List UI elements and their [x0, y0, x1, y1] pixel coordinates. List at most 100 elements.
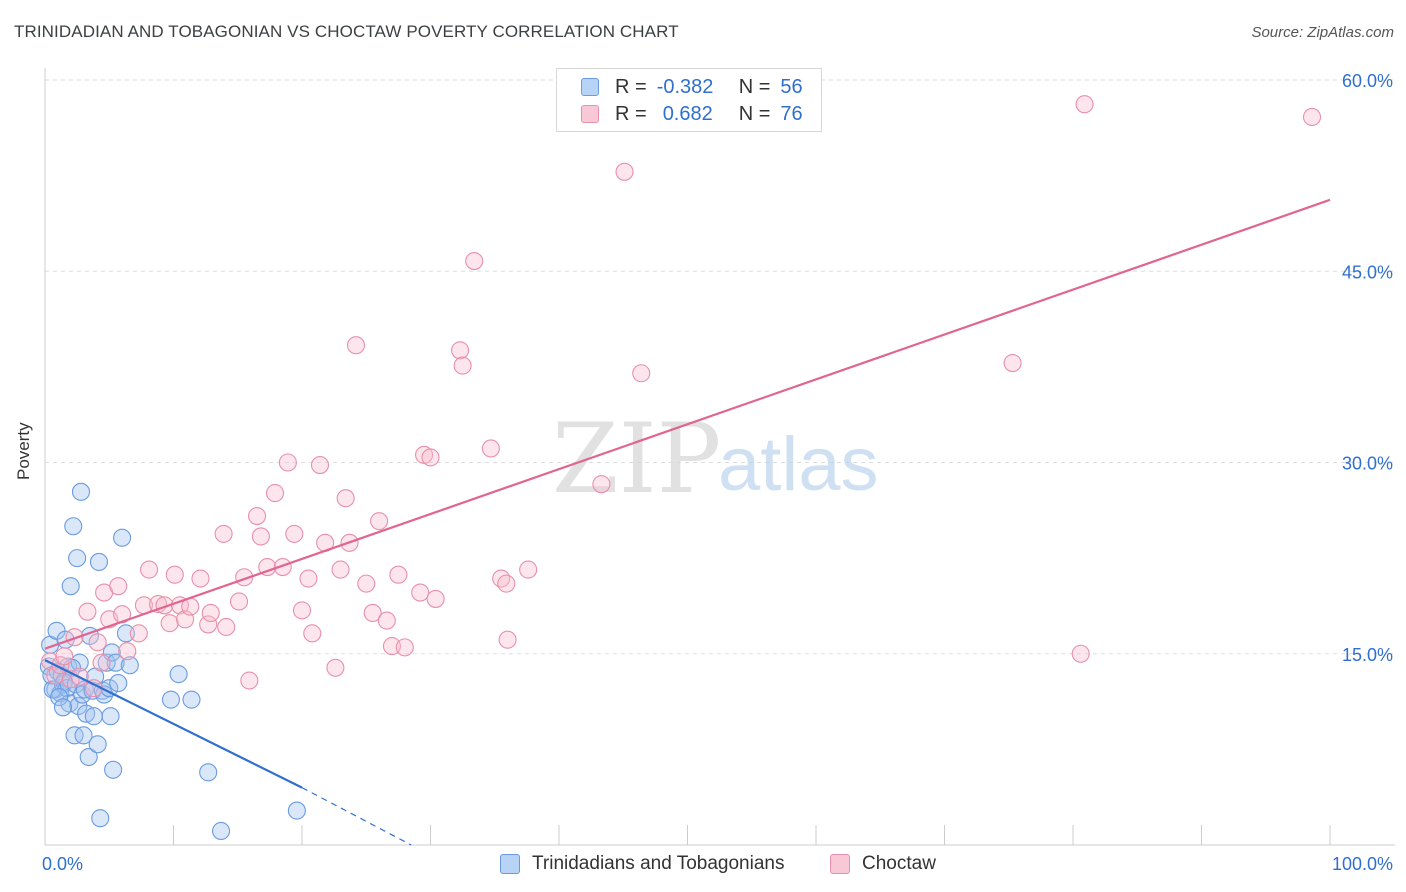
- blue-point: [113, 528, 132, 547]
- pink-point: [251, 527, 270, 546]
- blue-point: [89, 552, 109, 572]
- pink-points: [41, 95, 1322, 698]
- pink-point: [46, 666, 65, 685]
- pink-point: [363, 603, 382, 623]
- y-tick-label: 45.0%: [1342, 262, 1393, 282]
- pink-point: [118, 642, 137, 661]
- watermark-zip: ZIP: [552, 403, 721, 515]
- pink-point: [109, 577, 128, 596]
- pink-point: [199, 615, 218, 634]
- legend-n-value: 56: [780, 75, 803, 98]
- pink-point: [292, 601, 312, 620]
- pink-point: [201, 603, 220, 623]
- pink-point: [492, 569, 511, 588]
- blue-point: [101, 707, 120, 726]
- y-tick-label: 15.0%: [1342, 645, 1393, 665]
- pink-point: [247, 506, 267, 526]
- legend-n-label: N =: [738, 102, 771, 125]
- blue-point: [116, 624, 136, 643]
- y-tick-label: 60.0%: [1342, 71, 1393, 91]
- blue-point: [109, 674, 128, 693]
- legend-n-value: 76: [780, 102, 803, 125]
- blue-point: [211, 821, 231, 841]
- pink-point: [382, 637, 402, 656]
- blue-point: [50, 688, 69, 707]
- watermark: ZIP atlas: [552, 403, 879, 515]
- pink-point: [1003, 353, 1022, 373]
- pink-point: [411, 583, 430, 602]
- legend-swatch-blue: [581, 78, 599, 96]
- pink-point: [421, 448, 440, 467]
- bottom-legend-item-blue: Trinidadians and Tobagonians: [500, 852, 784, 876]
- pink-point: [191, 569, 210, 588]
- pink-point: [214, 524, 233, 543]
- blue-point: [61, 577, 80, 596]
- pink-point: [1302, 107, 1322, 127]
- legend-r-label: R =: [615, 102, 647, 125]
- blue-point: [161, 690, 180, 709]
- pink-point: [481, 439, 500, 458]
- pink-point: [519, 560, 538, 579]
- legend-row-blue: R = -0.382 N = 56: [581, 75, 803, 99]
- pink-point: [217, 617, 236, 637]
- legend-r-value: -0.382: [656, 75, 714, 98]
- pink-point: [1071, 644, 1090, 663]
- x-tick-label: 100.0%: [1332, 854, 1393, 874]
- bottom-legend-item-pink: Choctaw: [830, 852, 936, 876]
- pink-point: [346, 336, 366, 355]
- axes: [44, 68, 1395, 846]
- pink-point: [395, 638, 414, 657]
- pink-point: [303, 624, 322, 643]
- pink-point: [453, 356, 472, 375]
- pink-point: [1075, 95, 1094, 114]
- blue-point: [84, 707, 103, 726]
- grid-lines: [45, 79, 1395, 655]
- pink-point: [299, 569, 318, 588]
- pink-point: [497, 574, 516, 593]
- bottom-legend-swatch-blue: [500, 854, 520, 874]
- y-axis-label: Poverty: [14, 422, 33, 480]
- legend-n-label: N =: [738, 75, 771, 98]
- blue-point: [71, 482, 91, 501]
- pink-point: [160, 614, 179, 633]
- pink-point: [78, 602, 97, 621]
- bottom-legend-label: Trinidadians and Tobagonians: [532, 853, 785, 874]
- pink-point: [140, 560, 159, 579]
- pink-point: [357, 574, 376, 593]
- pink-point: [165, 565, 184, 584]
- pink-point: [331, 560, 350, 579]
- blue-point: [73, 685, 92, 704]
- pink-trend-line: [44, 198, 1331, 650]
- blue-point: [104, 760, 123, 779]
- pink-point: [336, 489, 355, 508]
- pink-point: [377, 611, 396, 630]
- watermark-atlas: atlas: [718, 422, 879, 507]
- blue-point: [91, 809, 110, 828]
- pink-point: [229, 592, 249, 611]
- pink-point: [632, 364, 651, 383]
- pink-point: [592, 475, 611, 494]
- pink-point: [88, 633, 107, 652]
- pink-point: [615, 162, 634, 181]
- trend-lines: [44, 198, 1331, 846]
- blue-point: [120, 656, 139, 675]
- pink-point: [55, 647, 74, 666]
- pink-point: [129, 624, 148, 643]
- stats-legend: R = -0.382 N = 56 R = 0.682 N = 76: [556, 68, 822, 132]
- pink-point: [285, 524, 304, 543]
- pink-point: [310, 455, 330, 475]
- blue-point: [43, 680, 62, 699]
- bottom-legend-label: Choctaw: [862, 853, 936, 874]
- y-tick-label: 30.0%: [1342, 454, 1393, 474]
- pink-point: [426, 589, 445, 608]
- legend-row-pink: R = 0.682 N = 76: [581, 102, 803, 126]
- chart-title: TRINIDADIAN AND TOBAGONIAN VS CHOCTAW PO…: [14, 22, 679, 41]
- blue-point: [106, 653, 125, 672]
- pink-point: [498, 630, 517, 649]
- bottom-legend-swatch-pink: [830, 854, 850, 874]
- pink-point: [389, 565, 408, 584]
- pink-point: [465, 251, 484, 271]
- blue-point: [199, 763, 218, 782]
- blue-point: [287, 801, 306, 820]
